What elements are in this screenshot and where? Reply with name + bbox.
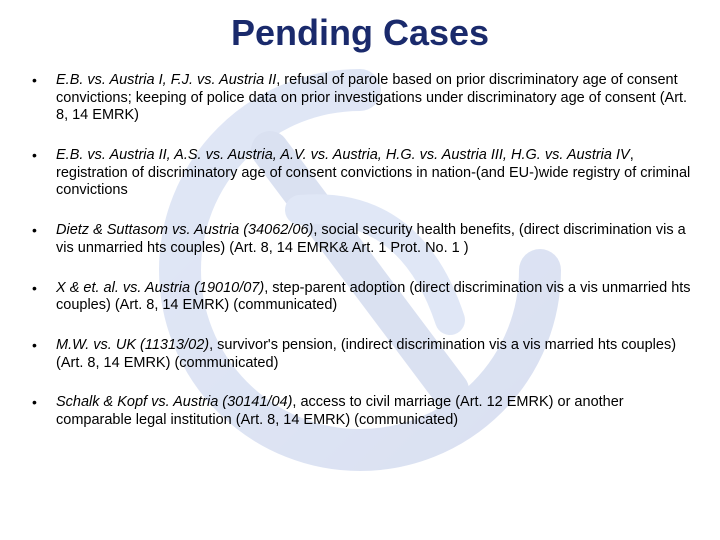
list-item: Dietz & Suttasom vs. Austria (34062/06),…: [28, 222, 692, 257]
bullet-list: E.B. vs. Austria I, F.J. vs. Austria II,…: [28, 72, 692, 430]
case-name: M.W. vs. UK (11313/02): [56, 337, 209, 353]
list-item: E.B. vs. Austria I, F.J. vs. Austria II,…: [28, 72, 692, 125]
list-item: X & et. al. vs. Austria (19010/07), step…: [28, 280, 692, 315]
list-item: M.W. vs. UK (11313/02), survivor's pensi…: [28, 337, 692, 372]
list-item: Schalk & Kopf vs. Austria (30141/04), ac…: [28, 394, 692, 429]
case-name: X & et. al. vs. Austria (19010/07): [56, 280, 264, 296]
case-name: E.B. vs. Austria II, A.S. vs. Austria, A…: [56, 147, 630, 163]
case-name: E.B. vs. Austria I, F.J. vs. Austria II: [56, 72, 276, 88]
slide-container: Pending Cases E.B. vs. Austria I, F.J. v…: [0, 0, 720, 540]
list-item: E.B. vs. Austria II, A.S. vs. Austria, A…: [28, 147, 692, 200]
case-name: Dietz & Suttasom vs. Austria (34062/06): [56, 222, 313, 238]
case-name: Schalk & Kopf vs. Austria (30141/04): [56, 394, 292, 410]
slide-title: Pending Cases: [28, 12, 692, 54]
